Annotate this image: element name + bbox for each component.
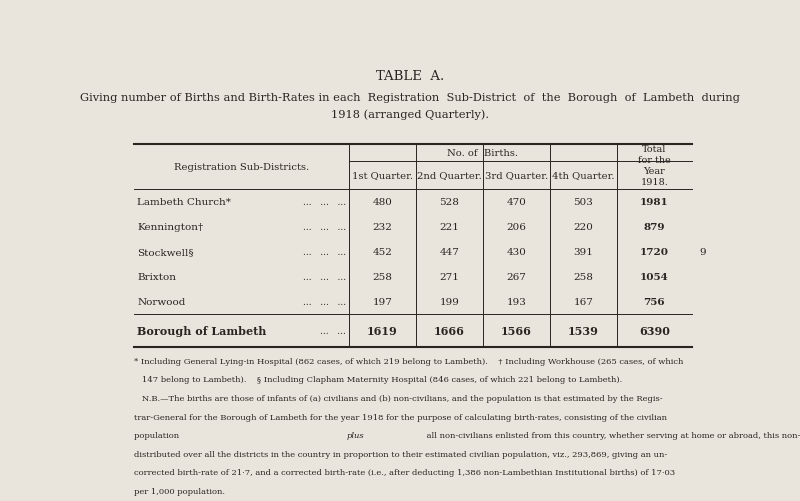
Text: corrected birth-rate of 21·7, and a corrected birth-rate (i.e., after deducting : corrected birth-rate of 21·7, and a corr… xyxy=(134,468,675,476)
Text: Lambeth Church*: Lambeth Church* xyxy=(138,197,231,206)
Text: 756: 756 xyxy=(644,297,666,306)
Text: trar-General for the Borough of Lambeth for the year 1918 for the purpose of cal: trar-General for the Borough of Lambeth … xyxy=(134,413,667,421)
Text: N.B.—The births are those of infants of (a) civilians and (b) non-civilians, and: N.B.—The births are those of infants of … xyxy=(134,394,662,402)
Text: ...   ...   ...: ... ... ... xyxy=(302,297,346,306)
Text: Giving number of Births and Birth-Rates in each  Registration  Sub-District  of : Giving number of Births and Birth-Rates … xyxy=(80,93,740,103)
Text: 147 belong to Lambeth).    § Including Clapham Maternity Hospital (846 cases, of: 147 belong to Lambeth). § Including Clap… xyxy=(134,376,622,384)
Text: 167: 167 xyxy=(574,297,594,306)
Text: Brixton: Brixton xyxy=(138,272,176,281)
Text: 447: 447 xyxy=(439,247,459,257)
Text: 1st Quarter.: 1st Quarter. xyxy=(352,171,413,180)
Text: ...   ...   ...: ... ... ... xyxy=(302,247,346,257)
Text: 267: 267 xyxy=(506,272,526,281)
Text: Registration Sub-Districts.: Registration Sub-Districts. xyxy=(174,163,309,172)
Text: 470: 470 xyxy=(506,197,526,206)
Text: 480: 480 xyxy=(373,197,392,206)
Text: 221: 221 xyxy=(439,222,459,231)
Text: 3rd Quarter.: 3rd Quarter. xyxy=(485,171,548,180)
Text: Norwood: Norwood xyxy=(138,297,186,306)
Text: 503: 503 xyxy=(574,197,594,206)
Text: 2nd Quarter.: 2nd Quarter. xyxy=(417,171,482,180)
Text: 4th Quarter.: 4th Quarter. xyxy=(552,171,614,180)
Text: * Including General Lying-in Hospital (862 cases, of which 219 belong to Lambeth: * Including General Lying-in Hospital (8… xyxy=(134,357,683,365)
Text: 528: 528 xyxy=(439,197,459,206)
Text: ...   ...: ... ... xyxy=(320,326,346,335)
Text: 232: 232 xyxy=(373,222,392,231)
Text: 258: 258 xyxy=(574,272,594,281)
Text: Stockwell§: Stockwell§ xyxy=(138,247,194,257)
Text: ...   ...   ...: ... ... ... xyxy=(302,222,346,231)
Text: 9: 9 xyxy=(699,247,706,257)
Text: 1981: 1981 xyxy=(640,197,669,206)
Text: population: population xyxy=(134,431,182,439)
Text: 199: 199 xyxy=(439,297,459,306)
Text: 452: 452 xyxy=(373,247,392,257)
Text: 879: 879 xyxy=(644,222,665,231)
Text: 197: 197 xyxy=(373,297,392,306)
Text: No. of  Births.: No. of Births. xyxy=(447,149,518,158)
Text: 271: 271 xyxy=(439,272,459,281)
Text: 1566: 1566 xyxy=(501,325,532,336)
Text: ...   ...   ...: ... ... ... xyxy=(302,272,346,281)
Text: 6390: 6390 xyxy=(639,325,670,336)
Text: 1054: 1054 xyxy=(640,272,669,281)
Text: 1539: 1539 xyxy=(568,325,598,336)
Text: TABLE  A.: TABLE A. xyxy=(376,70,444,83)
Text: ...   ...   ...: ... ... ... xyxy=(302,197,346,206)
Text: 193: 193 xyxy=(506,297,526,306)
Text: 1619: 1619 xyxy=(367,325,398,336)
Text: 1918 (arranged Quarterly).: 1918 (arranged Quarterly). xyxy=(331,109,489,120)
Text: plus: plus xyxy=(347,431,365,439)
Text: Total
for the
Year
1918.: Total for the Year 1918. xyxy=(638,144,671,186)
Text: distributed over all the districts in the country in proportion to their estimat: distributed over all the districts in th… xyxy=(134,450,667,458)
Text: Borough of Lambeth: Borough of Lambeth xyxy=(138,325,266,336)
Text: 206: 206 xyxy=(506,222,526,231)
Text: 1720: 1720 xyxy=(640,247,669,257)
Text: 430: 430 xyxy=(506,247,526,257)
Text: per 1,000 population.: per 1,000 population. xyxy=(134,487,225,495)
Text: Kennington†: Kennington† xyxy=(138,222,203,231)
Text: 391: 391 xyxy=(574,247,594,257)
Text: 220: 220 xyxy=(574,222,594,231)
Text: 258: 258 xyxy=(373,272,392,281)
Text: 1666: 1666 xyxy=(434,325,465,336)
Text: all non-civilians enlisted from this country, whether serving at home or abroad,: all non-civilians enlisted from this cou… xyxy=(424,431,800,439)
